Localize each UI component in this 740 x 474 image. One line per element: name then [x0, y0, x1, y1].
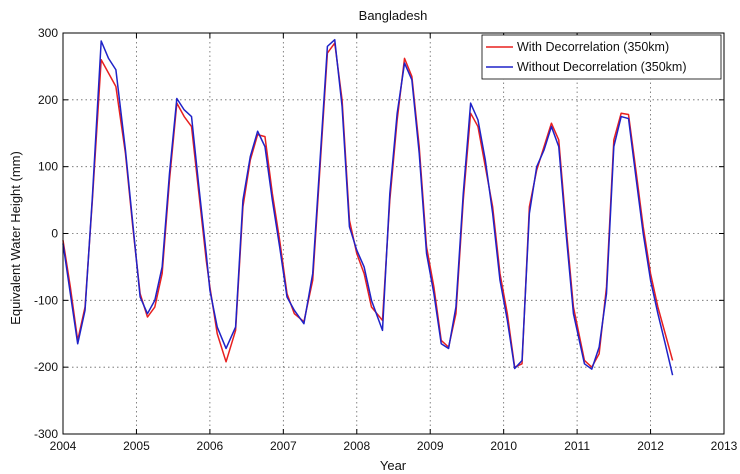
legend: With Decorrelation (350km) Without Decor… [481, 34, 722, 80]
y-tick-label: -100 [34, 293, 58, 307]
legend-label-with-decorrelation: With Decorrelation (350km) [517, 40, 669, 54]
x-tick-label: 2011 [564, 439, 590, 453]
axis-ticks: 2004 2005 2006 2007 2008 2009 2010 2011 2012 2013… [34, 26, 738, 453]
y-tick-label: 200 [38, 93, 58, 107]
y-tick-label: 300 [38, 26, 58, 40]
x-tick-label: 2004 [50, 439, 77, 453]
x-tick-label: 2005 [123, 439, 150, 453]
y-tick-label: -200 [34, 360, 58, 374]
x-tick-label: 2010 [490, 439, 517, 453]
x-tick-label: 2013 [711, 439, 738, 453]
legend-box [481, 34, 722, 80]
series-lines [62, 38, 674, 376]
legend-label-without-decorrelation: Without Decorrelation (350km) [517, 60, 687, 74]
x-tick-label: 2007 [270, 439, 297, 453]
x-tick-label: 2009 [417, 439, 444, 453]
y-tick-label: 0 [51, 227, 58, 241]
y-tick-label: 100 [38, 160, 58, 174]
chart-title: Bangladesh [359, 8, 428, 23]
x-tick-label: 2008 [343, 439, 370, 453]
x-tick-label: 2012 [637, 439, 664, 453]
y-axis-title: Equivalent Water Height (mm) [8, 151, 23, 325]
x-axis-title: Year [380, 458, 407, 473]
x-tick-label: 2006 [197, 439, 224, 453]
grid [63, 33, 724, 434]
y-tick-label: -300 [34, 427, 58, 441]
series-line-without-decorrelation [62, 38, 674, 376]
